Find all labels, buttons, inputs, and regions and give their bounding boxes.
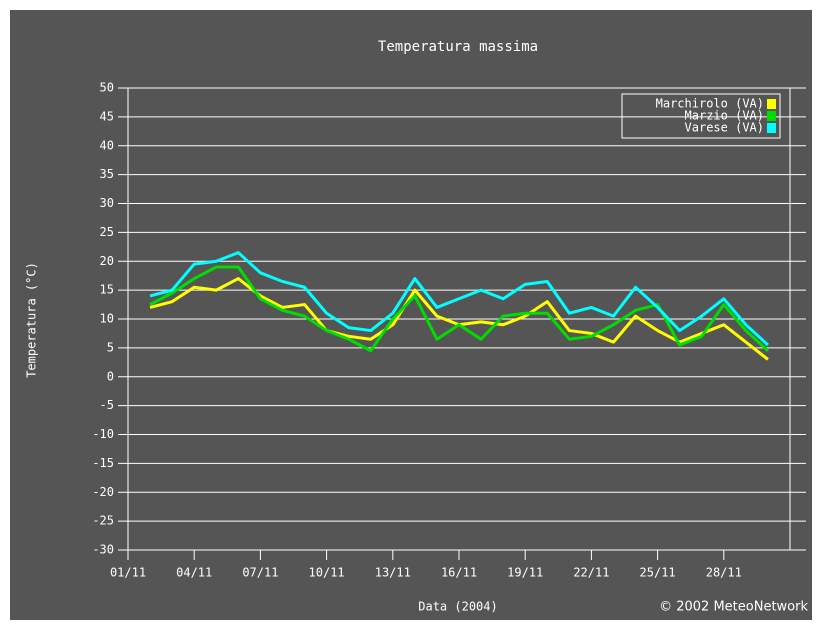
- legend-box: [621, 93, 781, 139]
- series-line: [149, 265, 769, 353]
- y-tick-label: 45: [100, 109, 114, 123]
- y-tick-label: 50: [100, 81, 114, 95]
- y-tick-label: 25: [100, 225, 114, 239]
- y-tick-label: 10: [100, 312, 114, 326]
- x-tick-label: 01/11: [110, 566, 146, 580]
- x-tick-label: 07/11: [242, 566, 278, 580]
- legend-swatch: [767, 99, 776, 109]
- legend-swatch: [767, 123, 776, 133]
- y-tick-label: -5: [100, 398, 114, 412]
- x-tick-label: 04/11: [176, 566, 212, 580]
- y-tick-label: 35: [100, 167, 114, 181]
- y-tick-label: -15: [92, 456, 114, 470]
- x-tick-label: 10/11: [309, 566, 345, 580]
- y-axis-label: Temperatura (°C): [25, 262, 39, 378]
- x-tick-label: 25/11: [640, 566, 676, 580]
- y-tick-label: -10: [92, 427, 114, 441]
- background: [10, 10, 812, 620]
- y-tick-label: -30: [92, 543, 114, 557]
- y-tick-label: 15: [100, 283, 114, 297]
- y-tick-label: 5: [107, 340, 114, 354]
- legend-label: Marzio (VA): [685, 109, 764, 123]
- y-tick-label: 0: [107, 369, 114, 383]
- y-tick-label: 20: [100, 254, 114, 268]
- credit: © 2002 MeteoNetwork: [659, 600, 808, 615]
- legend-label: Marchirolo (VA): [656, 97, 764, 111]
- chart-title: Temperatura massima: [378, 39, 538, 55]
- y-tick-label: 40: [100, 138, 114, 152]
- y-tick-label: 30: [100, 196, 114, 210]
- y-tick-label: -25: [92, 514, 114, 528]
- x-tick-label: 13/11: [375, 566, 411, 580]
- series-line: [149, 251, 769, 347]
- x-tick-label: 28/11: [706, 566, 742, 580]
- legend-label: Varese (VA): [685, 121, 764, 135]
- x-axis-label: Data (2004): [418, 600, 497, 614]
- x-tick-label: 16/11: [441, 566, 477, 580]
- legend-swatch: [767, 111, 776, 121]
- x-tick-label: 19/11: [507, 566, 543, 580]
- x-tick-label: 22/11: [573, 566, 609, 580]
- y-tick-label: -20: [92, 485, 114, 499]
